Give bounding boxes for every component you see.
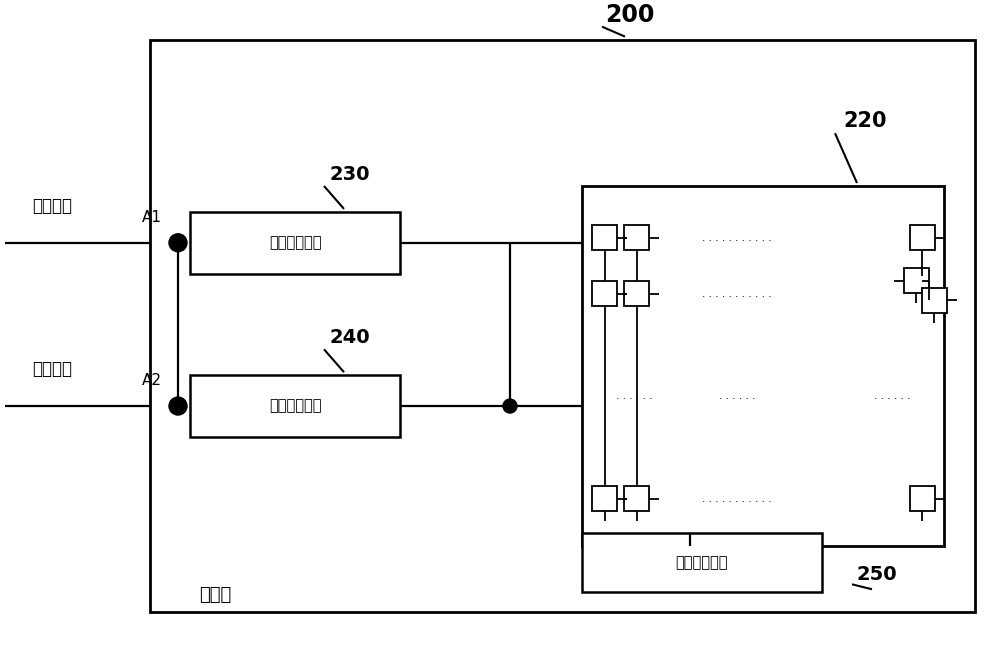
Text: 休眠控制模块: 休眠控制模块 xyxy=(269,398,321,413)
Bar xyxy=(910,486,935,511)
Text: . . . . . .: . . . . . . xyxy=(719,391,755,401)
Text: 230: 230 xyxy=(330,165,370,184)
Bar xyxy=(904,268,929,293)
Text: . . . . . . . . . . .: . . . . . . . . . . . xyxy=(702,233,772,243)
Bar xyxy=(592,486,617,511)
Bar xyxy=(190,212,400,273)
Text: 220: 220 xyxy=(843,111,887,131)
Text: . . . . . .: . . . . . . xyxy=(616,391,652,401)
Text: A1: A1 xyxy=(142,210,162,225)
Text: 240: 240 xyxy=(330,328,370,347)
Bar xyxy=(910,226,935,250)
Bar xyxy=(190,375,400,437)
Bar xyxy=(150,40,975,612)
Bar xyxy=(624,226,649,250)
Text: 休眠信号: 休眠信号 xyxy=(32,360,72,378)
Text: . . . . . . . . . . .: . . . . . . . . . . . xyxy=(702,494,772,504)
Text: A2: A2 xyxy=(142,373,162,388)
Bar xyxy=(582,186,944,547)
Text: 读写控制电路: 读写控制电路 xyxy=(676,555,728,570)
Text: . . . . . . . . . . .: . . . . . . . . . . . xyxy=(702,288,772,298)
Circle shape xyxy=(169,397,187,415)
Text: . . . . . .: . . . . . . xyxy=(874,391,910,401)
Circle shape xyxy=(503,399,517,413)
Bar xyxy=(624,486,649,511)
Bar xyxy=(592,281,617,306)
Text: 断电信号: 断电信号 xyxy=(32,197,72,215)
Circle shape xyxy=(169,233,187,252)
Text: 电源控制模块: 电源控制模块 xyxy=(269,235,321,250)
Bar xyxy=(922,288,947,313)
Text: 200: 200 xyxy=(605,3,655,27)
Bar xyxy=(582,532,822,593)
Bar xyxy=(624,281,649,306)
Text: 存储器: 存储器 xyxy=(199,586,231,604)
Bar xyxy=(592,226,617,250)
Text: 250: 250 xyxy=(857,565,897,584)
